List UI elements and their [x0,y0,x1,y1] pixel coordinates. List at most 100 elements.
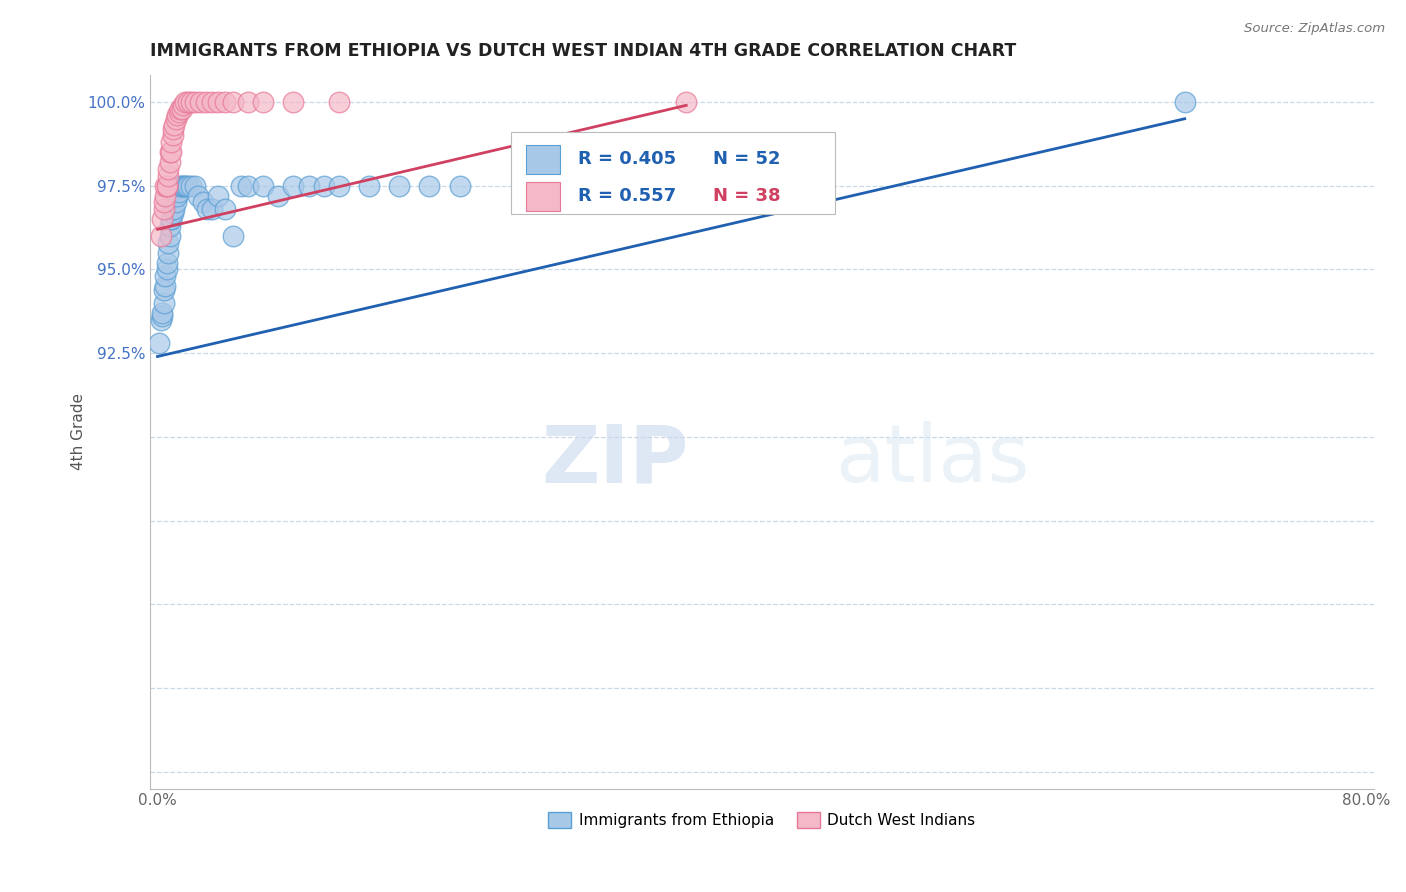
Point [153,188,176,202]
Text: R = 0.405: R = 0.405 [578,151,676,169]
Point [150,212,173,227]
Point [162,121,184,136]
Point [169,178,191,193]
Point [165,112,187,126]
Point [152,283,174,297]
Point [165,195,187,210]
Point [312,178,335,193]
Point [160,145,183,160]
Point [153,269,176,284]
Point [166,108,188,122]
Point [160,135,183,149]
Point [207,188,229,202]
Point [152,296,174,310]
FancyBboxPatch shape [510,132,835,214]
Point [180,178,202,193]
Point [184,178,207,193]
Point [388,178,411,193]
Point [149,229,172,244]
Point [174,178,197,193]
Point [162,202,184,216]
Point [222,95,245,109]
Point [150,310,173,324]
Point [173,178,195,193]
Point [214,95,236,109]
Point [675,178,697,193]
Text: ZIP: ZIP [541,421,689,500]
Point [328,95,350,109]
Point [267,188,290,202]
Point [236,178,259,193]
Point [159,219,181,233]
Point [675,95,697,109]
Point [170,102,193,116]
Point [283,178,305,193]
Point [162,205,184,219]
Point [236,95,259,109]
Point [188,95,211,109]
Point [153,178,176,193]
Point [153,279,176,293]
Point [195,202,218,216]
Point [194,95,217,109]
Point [252,178,274,193]
Point [159,145,181,160]
Point [155,256,177,270]
Point [167,105,190,120]
Point [297,178,319,193]
Point [176,95,198,109]
Point [524,178,547,193]
Point [148,336,170,351]
Point [160,212,183,227]
Point [155,262,177,277]
Point [176,178,198,193]
Point [1174,95,1197,109]
Point [184,95,207,109]
Point [157,235,180,250]
Point [252,95,274,109]
Text: IMMIGRANTS FROM ETHIOPIA VS DUTCH WEST INDIAN 4TH GRADE CORRELATION CHART: IMMIGRANTS FROM ETHIOPIA VS DUTCH WEST I… [150,42,1017,60]
Legend: Immigrants from Ethiopia, Dutch West Indians: Immigrants from Ethiopia, Dutch West Ind… [541,806,981,834]
Text: N = 52: N = 52 [713,151,780,169]
Point [172,178,194,193]
Point [155,178,177,193]
Point [160,212,183,227]
Point [170,178,193,193]
Text: Source: ZipAtlas.com: Source: ZipAtlas.com [1244,22,1385,36]
Point [163,202,186,216]
Point [159,155,181,169]
Point [166,188,188,202]
Point [169,102,191,116]
Point [191,195,214,210]
Point [283,95,305,109]
Point [229,178,252,193]
Point [167,186,190,200]
Point [157,161,180,176]
Point [418,178,440,193]
Point [222,229,245,244]
Point [357,178,380,193]
Point [207,95,229,109]
Point [163,119,186,133]
Y-axis label: 4th Grade: 4th Grade [72,393,86,470]
Point [449,178,471,193]
Point [201,202,224,216]
Point [157,245,180,260]
Point [159,229,181,244]
Point [172,98,194,112]
Point [157,169,180,183]
Point [180,95,202,109]
Point [149,312,172,326]
Point [152,202,174,216]
FancyBboxPatch shape [526,145,560,174]
Point [155,178,177,193]
FancyBboxPatch shape [526,182,560,211]
Point [214,202,236,216]
Point [152,195,174,210]
Point [150,306,173,320]
Text: R = 0.557: R = 0.557 [578,187,676,205]
Point [173,95,195,109]
Point [187,188,209,202]
Text: N = 38: N = 38 [713,187,780,205]
Point [201,95,224,109]
